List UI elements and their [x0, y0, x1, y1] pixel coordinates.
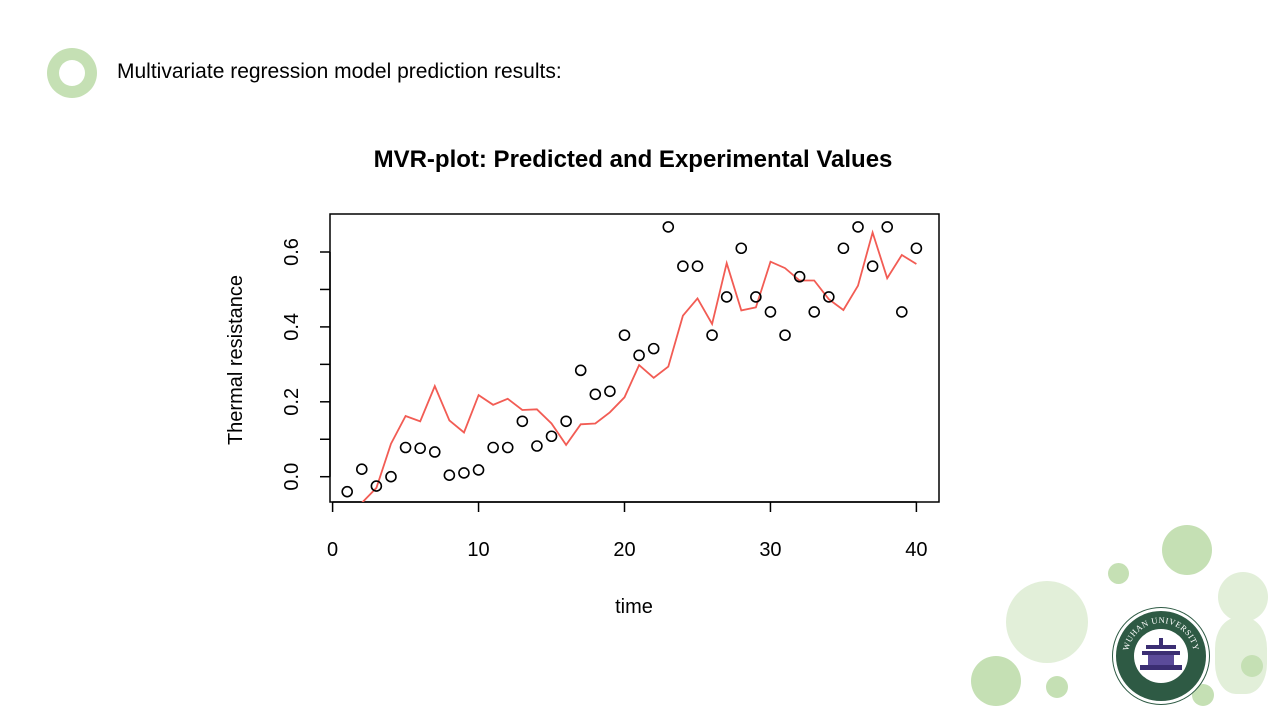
experimental-point — [487, 441, 499, 454]
experimental-point — [647, 342, 660, 355]
x-axis: 0 10 20 30 40 — [327, 501, 928, 561]
x-tick-label: 0 — [327, 539, 338, 561]
experimental-point — [852, 221, 864, 233]
x-tick-label: 40 — [905, 539, 927, 561]
experimental-point — [545, 430, 558, 443]
experimental-point — [823, 291, 835, 303]
experimental-point — [750, 291, 762, 303]
experimental-point — [501, 441, 514, 454]
experimental-point — [472, 464, 485, 476]
experimental-point — [458, 467, 470, 479]
decorative-bubble — [1006, 581, 1088, 663]
experimental-point — [779, 329, 791, 341]
experimental-point — [808, 306, 821, 318]
experimental-point — [633, 349, 645, 362]
experimental-point — [735, 242, 748, 255]
y-tick-label: 0.2 — [281, 388, 303, 416]
experimental-point — [706, 329, 718, 341]
experimental-point — [589, 388, 602, 401]
experimental-point — [414, 442, 426, 455]
predicted-line — [361, 229, 917, 502]
decorative-bubble — [1218, 572, 1268, 622]
decorative-bubble — [1108, 563, 1129, 584]
experimental-point — [866, 260, 879, 273]
experimental-point — [355, 463, 368, 476]
experimental-point — [896, 306, 908, 318]
y-tick-label: 0.0 — [281, 463, 303, 491]
chart-title: MVR-plot: Predicted and Experimental Val… — [374, 146, 893, 173]
decorative-bubble — [1215, 618, 1267, 694]
x-tick-label: 10 — [467, 539, 489, 561]
experimental-point — [837, 242, 850, 255]
experimental-point — [618, 329, 631, 341]
slide-heading: Multivariate regression model prediction… — [117, 60, 562, 83]
experimental-point — [720, 291, 733, 303]
experimental-point — [691, 260, 704, 273]
logo-emblem: WUHAN UNIVERSITY — [1120, 615, 1201, 683]
experimental-point — [385, 470, 397, 483]
experimental-point — [910, 242, 923, 255]
experimental-point — [531, 440, 543, 452]
decorative-bubble — [1046, 676, 1068, 698]
experimental-point — [370, 480, 383, 492]
experimental-point — [604, 385, 616, 398]
experimental-point — [574, 364, 587, 377]
y-axis-label: Thermal resistance — [225, 275, 247, 445]
experimental-point — [341, 485, 353, 498]
y-tick-label: 0.4 — [281, 313, 303, 341]
experimental-point — [516, 415, 529, 428]
experimental-point — [677, 260, 689, 273]
x-tick-label: 20 — [613, 539, 635, 561]
experimental-point — [399, 441, 412, 454]
x-axis-label: time — [615, 596, 653, 618]
y-tick-label: 0.6 — [281, 238, 303, 266]
decorative-bubble — [971, 656, 1021, 706]
plot-area — [341, 221, 923, 502]
experimental-point — [764, 306, 777, 318]
experimental-point — [428, 446, 441, 458]
decorative-bubble — [1162, 525, 1212, 575]
y-axis: 0.0 0.2 0.4 0.6 — [281, 238, 331, 491]
decorative-bubble — [1192, 684, 1214, 706]
experimental-point — [443, 469, 456, 482]
university-logo: WUHAN UNIVERSITY — [1113, 608, 1209, 704]
ring-bullet-icon — [47, 48, 97, 98]
experimental-point — [662, 221, 675, 233]
experimental-point — [881, 221, 894, 233]
experimental-point — [793, 270, 806, 283]
experimental-point — [560, 415, 572, 428]
decorative-bubble — [1241, 655, 1263, 677]
x-tick-label: 30 — [759, 539, 781, 561]
